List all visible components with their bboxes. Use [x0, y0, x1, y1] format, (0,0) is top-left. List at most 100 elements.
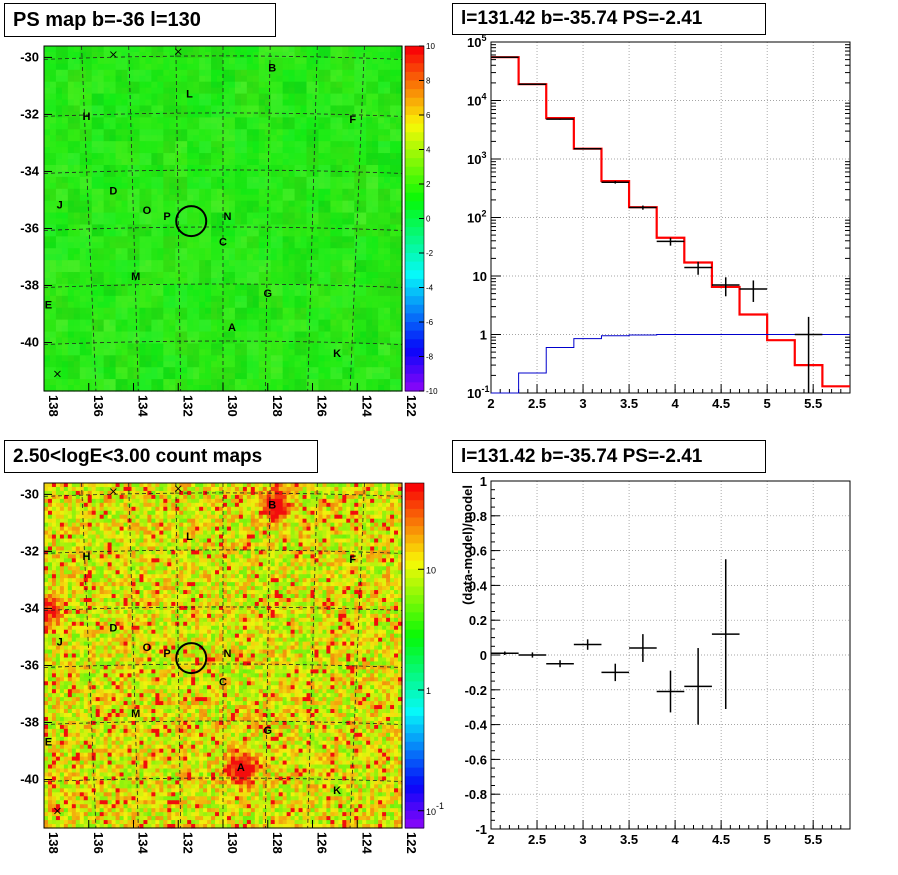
ps-ytick-label: -40: [20, 335, 39, 350]
count-source-labels: B L H F D J O P N C M G E A K: [45, 500, 357, 797]
count-colorbar-tick-label: 10: [426, 565, 436, 575]
count-xtick-label: 132: [180, 832, 195, 854]
ps-source-L: L: [186, 88, 193, 100]
data-point: [518, 83, 547, 85]
ps-xtick-label: 132: [180, 395, 195, 417]
spectrum-ytick-label: 1: [480, 328, 487, 343]
residual-plot: 2 2.5 3 3.5 4 4.5 5 5.5 1 0.8 0.6 0.4 0.2 0 -0.2 -0.4 -0…: [460, 474, 851, 847]
data-point: [546, 118, 574, 120]
count-xtick-label: 124: [359, 832, 374, 854]
data-point: [794, 316, 823, 393]
ps-source-A: A: [228, 322, 236, 334]
residual-ytick-label: 0.8: [469, 509, 487, 524]
count-xtick-label: 130: [225, 832, 240, 854]
residual-ytick-label: 0.6: [469, 544, 487, 559]
ps-xtick-label: 136: [91, 395, 106, 417]
residual-point: [656, 670, 685, 713]
ps-ytick-label: -32: [20, 106, 39, 121]
spectrum-ytick-label: 105: [467, 33, 486, 50]
count-source-N: N: [223, 648, 231, 660]
ps-source-N: N: [223, 211, 231, 223]
count-source-M: M: [131, 708, 140, 720]
residual-xtick-label: 2.5: [528, 832, 546, 847]
count-x-marker: [110, 488, 117, 495]
count-xtick-label: 138: [46, 832, 61, 854]
ps-source-M: M: [131, 271, 140, 283]
data-point: [684, 261, 712, 275]
ps-colorbar-tick-label: -8: [426, 353, 434, 362]
ps-source-E: E: [45, 299, 52, 311]
ps-source-J: J: [57, 200, 63, 212]
spectrum-ytick-label: 103: [467, 150, 486, 167]
residual-point: [491, 651, 519, 655]
ps-colorbar-tick-label: 10: [426, 42, 435, 51]
ps-colorbar-tick-label: -10: [426, 387, 438, 396]
spectrum-xtick-label: 5: [764, 396, 771, 411]
count-pixels: [44, 483, 403, 829]
residual-xtick-label: 4: [671, 832, 679, 847]
ps-axes: 138 136 134 132 130 128 126 124 122 -30 -32 -34 -36 -…: [20, 49, 419, 417]
residual-point: [711, 559, 740, 709]
residual-ytick-label: -0.4: [465, 718, 488, 733]
residual-xtick-label: 4.5: [712, 832, 730, 847]
spectrum-xtick-label: 2.5: [528, 396, 546, 411]
spectrum-xtick-label: 4: [671, 396, 679, 411]
ps-source-K: K: [333, 348, 341, 360]
count-colorbar: 10 1 10-1: [404, 482, 444, 829]
residual-chart: 2 2.5 3 3.5 4 4.5 5 5.5 1 0.8 0.6 0.4 0.2 0 -0.2 -0.4 -0…: [460, 474, 851, 847]
count-source-G: G: [263, 725, 272, 737]
ps-x-marker: [174, 48, 182, 56]
spectrum-xtick-label: 3: [579, 396, 586, 411]
ps-colorbar-tick-label: 4: [426, 146, 431, 155]
ps-xtick-label: 128: [270, 395, 285, 417]
ps-colorbar-tick-label: 6: [426, 111, 431, 120]
ps-ytick-label: -38: [20, 278, 39, 293]
data-point: [601, 181, 630, 184]
count-xtick-label: 122: [404, 832, 419, 854]
count-axes: 138 136 134 132 130 128 126 124 122 -30 -32 -34 -36 -…: [20, 486, 419, 854]
count-source-A: A: [237, 762, 245, 774]
count-source-B: B: [268, 500, 276, 512]
ps-plot: 138 136 134 132 130 128 126 124 122 -30 -32 -34 -36 -…: [20, 42, 438, 417]
spectrum-frame: [490, 41, 851, 394]
count-source-P: P: [163, 648, 170, 660]
count-source-H: H: [83, 551, 91, 563]
count-map-title: 2.50<logE<3.00 count maps: [4, 440, 318, 473]
data-point: [711, 277, 740, 297]
count-source-K: K: [333, 785, 341, 797]
ps-xtick-label: 126: [315, 395, 330, 417]
count-source-O: O: [143, 642, 152, 654]
count-colorbar-tick-label: 1: [426, 686, 431, 696]
ps-ytick-label: -30: [20, 49, 39, 64]
count-ytick-label: -32: [20, 543, 39, 558]
residual-ytick-label: 0.4: [469, 578, 488, 593]
ps-x-marker: [110, 51, 117, 58]
spectrum-grid: [490, 41, 850, 394]
data-point: [573, 147, 602, 150]
count-colorbar-tick-label: 10-1: [426, 801, 444, 817]
ps-xtick-label: 134: [136, 395, 151, 417]
ps-graticule: [43, 45, 403, 392]
ps-x-marker: [54, 370, 61, 378]
ps-colorbar-tick-label: -4: [426, 284, 434, 293]
count-xtick-label: 134: [136, 832, 151, 854]
spectrum-title: l=131.42 b=-35.74 PS=-2.41: [452, 3, 766, 35]
count-source-F: F: [349, 554, 356, 566]
residual-point: [546, 660, 574, 668]
spectrum-ytick-label: 104: [467, 92, 486, 109]
model-step-line: [491, 56, 850, 388]
ps-map-chart: 138 136 134 132 130 128 126 124 122 -30 -32 -34 -36 -…: [20, 42, 438, 417]
residual-ylabel: (data-model)/model: [460, 485, 475, 605]
residual-title: l=131.42 b=-35.74 PS=-2.41: [452, 440, 766, 473]
spectrum-xtick-label: 4.5: [712, 396, 730, 411]
data-points: [491, 56, 823, 393]
spectrum-ytick-label: 10: [473, 269, 487, 284]
residual-axes: [490, 480, 851, 830]
residual-ytick-label: -1: [475, 822, 487, 837]
residual-point: [684, 648, 712, 725]
count-roi-circle: [175, 642, 208, 675]
ps-source-C: C: [219, 237, 227, 249]
ps-ytick-label: -36: [20, 220, 39, 235]
count-graticule: [43, 482, 403, 829]
residual-ytick-label: 0.2: [469, 613, 487, 628]
